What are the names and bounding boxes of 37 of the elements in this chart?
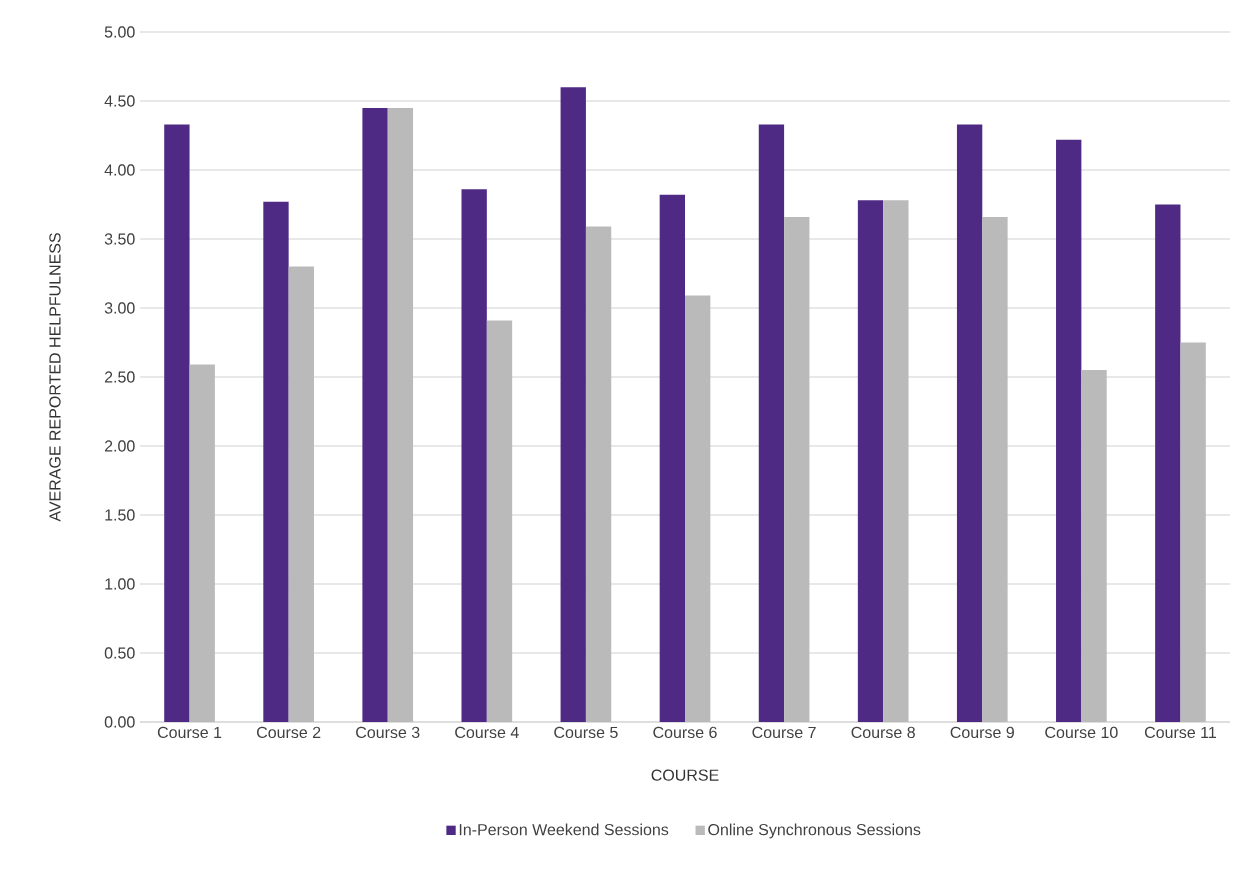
- bar: [956, 124, 983, 722]
- bar: [164, 124, 190, 722]
- x-tick-label: Course 4: [455, 726, 519, 739]
- bar: [263, 201, 289, 722]
- bar: [758, 124, 785, 722]
- y-axis-title: AVERAGE REPORTED HELPFULNESS: [49, 233, 61, 522]
- y-tick-label: 3.00: [104, 302, 135, 314]
- y-tick-label: 5.00: [104, 26, 135, 38]
- y-tick-label: 2.50: [104, 371, 135, 383]
- bar: [659, 194, 686, 722]
- y-tick-label: 1.00: [105, 578, 135, 590]
- bar: [1056, 139, 1082, 722]
- y-tick-label: 4.00: [104, 164, 135, 176]
- x-tick-label: Course 5: [554, 726, 618, 739]
- x-axis-title: COURSE: [651, 769, 719, 781]
- x-tick-label: Course 6: [653, 726, 717, 739]
- x-tick-label: Course 7: [752, 726, 816, 739]
- x-tick-label: Course 10: [1045, 726, 1118, 739]
- x-tick-label: Course 11: [1144, 726, 1216, 739]
- x-tick-label: Course 9: [950, 726, 1014, 739]
- bar: [362, 107, 388, 722]
- y-tick-label: 2.00: [104, 440, 135, 452]
- y-tick-label: 1.50: [105, 509, 135, 521]
- x-tick-label: Course 3: [356, 726, 420, 739]
- y-tick-label: 0.00: [104, 716, 135, 728]
- y-tick-label: 4.50: [104, 95, 135, 107]
- legend-label: In-Person Weekend Sessions: [459, 823, 669, 836]
- x-tick-label: Course 8: [851, 726, 915, 739]
- bar: [560, 87, 586, 722]
- y-tick-label: 0.50: [104, 647, 135, 659]
- legend-label: Online Synchronous Sessions: [708, 823, 921, 839]
- bar: [1155, 204, 1181, 722]
- bar: [857, 200, 884, 722]
- x-tick-label: Course 1: [157, 726, 222, 739]
- bar: [461, 189, 487, 722]
- x-tick-label: Course 2: [256, 726, 321, 739]
- y-tick-label: 3.50: [104, 233, 135, 245]
